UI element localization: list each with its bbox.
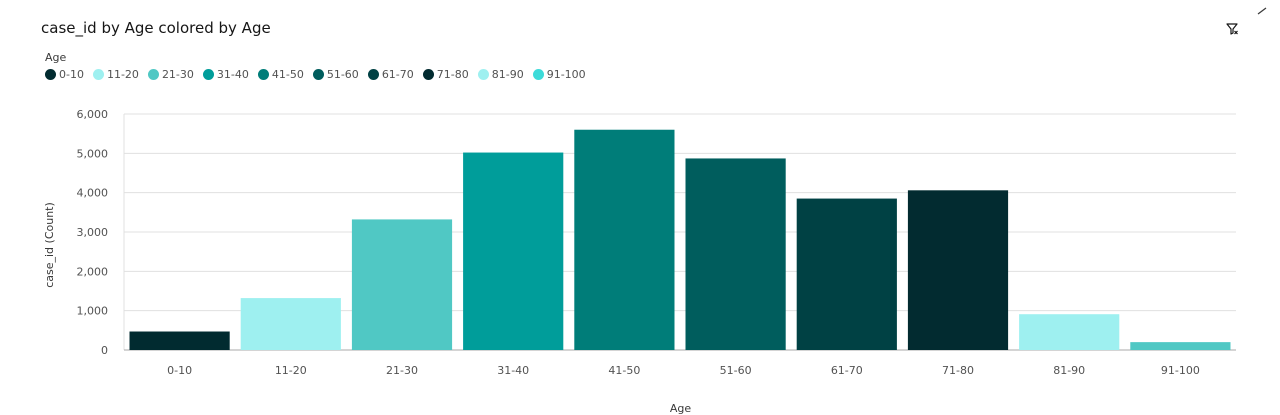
bar-81-90[interactable] <box>1019 314 1120 350</box>
bar-21-30[interactable] <box>351 219 453 350</box>
legend-item-31-40[interactable]: 31-40 <box>202 68 249 81</box>
bar-41-50[interactable] <box>574 129 675 350</box>
legend-swatch <box>532 69 544 80</box>
x-tick-label: 41-50 <box>608 364 640 377</box>
legend-label: 81-90 <box>491 68 524 81</box>
y-tick-label: 1,000 <box>77 305 109 318</box>
filter-icon[interactable] <box>1222 19 1242 39</box>
legend-label: 11-20 <box>106 68 139 81</box>
legend-item-81-90[interactable]: 81-90 <box>477 68 524 81</box>
bar-61-70[interactable] <box>796 198 897 350</box>
x-tick-label: 81-90 <box>1053 364 1085 377</box>
legend-label: 21-30 <box>161 68 194 81</box>
y-tick-label: 4,000 <box>77 187 109 200</box>
y-tick-label: 6,000 <box>77 108 109 121</box>
y-tick-label: 5,000 <box>77 147 109 160</box>
y-axis-title: case_id (Count) <box>43 202 56 288</box>
x-axis-title: Age <box>670 402 692 415</box>
legend-swatch <box>257 69 269 80</box>
legend-swatch <box>202 69 214 80</box>
x-tick-label: 91-100 <box>1161 364 1200 377</box>
bar-11-20[interactable] <box>240 298 341 350</box>
bar-91-100[interactable] <box>1130 342 1231 350</box>
legend-title: Age <box>45 51 67 64</box>
bar-71-80[interactable] <box>907 190 1009 350</box>
legend-label: 51-60 <box>326 68 359 81</box>
legend-item-61-70[interactable]: 61-70 <box>367 68 414 81</box>
x-tick-label: 51-60 <box>720 364 752 377</box>
legend-swatch <box>147 69 159 80</box>
legend-item-21-30[interactable]: 21-30 <box>147 68 194 81</box>
legend-label: 61-70 <box>381 68 414 81</box>
arrow-icon[interactable] <box>1256 0 1268 15</box>
bar-31-40[interactable] <box>463 152 564 350</box>
legend-swatch <box>477 69 489 80</box>
legend-swatch <box>422 69 434 80</box>
y-tick-label: 2,000 <box>77 265 109 278</box>
y-tick-label: 3,000 <box>77 226 109 239</box>
legend-label: 41-50 <box>271 68 304 81</box>
legend-label: 0-10 <box>59 68 84 81</box>
legend-swatch <box>92 69 104 80</box>
legend-item-51-60[interactable]: 51-60 <box>312 68 359 81</box>
legend-item-71-80[interactable]: 71-80 <box>422 68 469 81</box>
y-tick-label: 0 <box>101 344 108 357</box>
x-tick-label: 61-70 <box>831 364 863 377</box>
x-tick-label: 11-20 <box>275 364 307 377</box>
legend-swatch <box>45 69 56 80</box>
legend-item-11-20[interactable]: 11-20 <box>92 68 139 81</box>
x-tick-label: 0-10 <box>167 364 192 377</box>
bar-0-10[interactable] <box>129 331 230 350</box>
legend-item-91-100[interactable]: 91-100 <box>532 68 586 81</box>
legend-item-0-10[interactable]: 0-10 <box>45 68 84 81</box>
legend-label: 91-100 <box>546 68 586 81</box>
legend-label: 31-40 <box>216 68 249 81</box>
x-tick-label: 71-80 <box>942 364 974 377</box>
legend-swatch <box>312 69 324 80</box>
legend-item-41-50[interactable]: 41-50 <box>257 68 304 81</box>
legend-label: 71-80 <box>436 68 469 81</box>
x-tick-label: 31-40 <box>497 364 529 377</box>
x-tick-label: 21-30 <box>386 364 418 377</box>
bar-51-60[interactable] <box>685 158 786 350</box>
legend: 0-10 11-20 21-30 31-40 41-50 51-60 61-70 71-80 8… <box>45 68 595 81</box>
chart-title: case_id by Age colored by Age <box>41 19 271 37</box>
legend-swatch <box>367 69 379 80</box>
